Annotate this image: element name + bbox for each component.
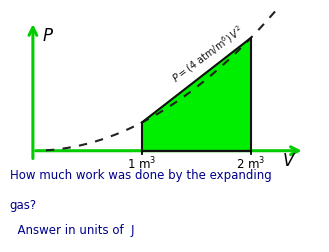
Text: $P$: $P$ xyxy=(41,28,54,45)
Text: gas?: gas? xyxy=(10,199,37,212)
Text: $P = (4 \; \mathrm{atm/m^6}) \, V^2$: $P = (4 \; \mathrm{atm/m^6}) \, V^2$ xyxy=(169,23,246,86)
Text: 2 m$^3$: 2 m$^3$ xyxy=(236,156,265,172)
Polygon shape xyxy=(142,38,251,151)
Text: 1 m$^3$: 1 m$^3$ xyxy=(127,156,156,172)
Text: Answer in units of  J: Answer in units of J xyxy=(10,224,134,237)
Text: How much work was done by the expanding: How much work was done by the expanding xyxy=(10,169,272,182)
Text: $V$: $V$ xyxy=(282,153,296,170)
